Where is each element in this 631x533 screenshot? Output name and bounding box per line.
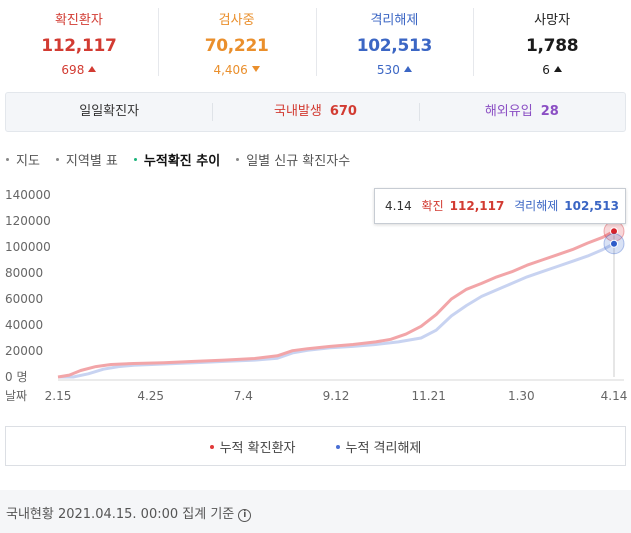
tooltip-confirmed-label: 확진 (421, 199, 444, 213)
chart-legend: 누적 확진환자 누적 격리해제 (5, 426, 626, 466)
bullet-icon (133, 158, 137, 161)
chart-markers[interactable] (603, 220, 625, 377)
y-tick-label: 0 명 (5, 370, 28, 384)
y-tick-label: 20000 (5, 344, 43, 358)
x-axis-label: 날짜 (5, 389, 27, 403)
legend-label: 누적 확진환자 (219, 440, 296, 456)
bullet-icon (6, 158, 9, 161)
y-tick-label: 100000 (5, 240, 51, 254)
view-tabs: 지도 지역별 표 누적확진 추이 일별 신규 확진자수 (6, 150, 366, 169)
stat-value: 70,221 (204, 36, 269, 56)
domestic-value: 670 (329, 104, 357, 119)
legend-item-released[interactable]: 누적 격리해제 (335, 437, 422, 456)
arrow-down-icon (251, 66, 260, 72)
delta-value: 530 (376, 63, 400, 77)
stat-value: 1,788 (525, 36, 579, 56)
y-tick-label: 60000 (5, 292, 43, 306)
stat-confirmed: 확진환자 112,117 698 (0, 0, 158, 84)
x-tick-label: 4.25 (137, 389, 164, 403)
footer: 국내현황 2021.04.15. 00:00 집계 기준 i (0, 490, 631, 533)
tab-label: 일별 신규 확진자수 (246, 154, 351, 169)
stat-delta: 530 (316, 62, 474, 78)
legend-dot-icon (209, 444, 214, 449)
arrow-up-icon (403, 66, 412, 72)
chart-tooltip: 4.14 확진 112,117 격리해제 102,513 (374, 188, 626, 224)
stat-delta: 698 (0, 62, 158, 78)
y-tick-label: 120000 (5, 214, 51, 228)
tab-label: 지도 (16, 154, 40, 169)
stat-label: 확진환자 (54, 13, 103, 28)
arrow-up-icon (553, 66, 562, 72)
stat-label: 검사중 (218, 13, 255, 28)
footer-text: 국내현황 2021.04.15. 00:00 집계 기준 (6, 507, 235, 522)
overseas-value: 28 (540, 104, 559, 119)
y-tick-label: 40000 (5, 318, 43, 332)
stat-label: 사망자 (534, 13, 571, 28)
info-icon[interactable]: i (238, 509, 252, 522)
stat-delta: 6 (473, 62, 631, 78)
x-tick-label: 4.14 (601, 389, 628, 403)
data-point-marker[interactable] (610, 239, 618, 248)
stats-summary: 확진환자 112,117 698 검사중 70,221 4,406 격리해제 1… (0, 0, 631, 84)
x-axis: 2.15 4.25 7.4 9.12 11.21 1.30 4.14 (45, 389, 628, 403)
delta-value: 6 (542, 63, 550, 77)
tooltip-released-label: 격리해제 (514, 199, 559, 213)
bullet-icon (55, 158, 59, 161)
daily-domestic: 국내발생 670 (212, 92, 418, 132)
tab-map[interactable]: 지도 (6, 150, 40, 169)
domestic-label: 국내발생 (274, 104, 322, 119)
x-tick-label: 2.15 (45, 389, 72, 403)
arrow-up-icon (88, 66, 97, 72)
tooltip-confirmed-value: 112,117 (449, 199, 505, 213)
daily-title: 일일확진자 (79, 104, 140, 119)
stat-testing: 검사중 70,221 4,406 (157, 0, 316, 84)
tab-region-table[interactable]: 지역별 표 (55, 150, 118, 169)
delta-value: 4,406 (213, 63, 248, 77)
tab-cumulative-trend[interactable]: 누적확진 추이 (133, 150, 221, 169)
stat-value: 102,513 (356, 36, 433, 56)
legend-item-confirmed[interactable]: 누적 확진환자 (209, 437, 296, 456)
y-tick-label: 80000 (5, 266, 43, 280)
tooltip-date: 4.14 (385, 199, 412, 213)
legend-label: 누적 격리해제 (345, 440, 422, 456)
data-point-marker[interactable] (610, 227, 618, 236)
overseas-label: 해외유입 (484, 104, 533, 119)
stat-released: 격리해제 102,513 530 (315, 0, 474, 84)
tab-label: 지역별 표 (65, 154, 118, 169)
series-line (57, 229, 615, 379)
tooltip-released-value: 102,513 (564, 199, 619, 213)
cumulative-chart[interactable]: 140000 120000 100000 80000 60000 40000 20000 0 … (0, 183, 631, 413)
tab-daily-new[interactable]: 일별 신규 확진자수 (236, 150, 350, 169)
chart-series (57, 229, 615, 379)
series-line (58, 242, 615, 379)
tab-label: 누적확진 추이 (143, 154, 221, 169)
x-tick-label: 11.21 (412, 389, 446, 403)
daily-overseas: 해외유입 28 (418, 92, 625, 132)
delta-value: 698 (61, 63, 85, 77)
x-tick-label: 9.12 (323, 389, 350, 403)
stat-value: 112,117 (41, 36, 117, 56)
stat-deaths: 사망자 1,788 6 (473, 0, 631, 84)
y-tick-label: 140000 (5, 188, 51, 202)
daily-confirmed-bar: 일일확진자 국내발생 670 해외유입 28 (5, 92, 626, 132)
stat-delta: 4,406 (158, 62, 316, 78)
bullet-icon (236, 158, 240, 161)
legend-dot-icon (335, 444, 340, 449)
stat-label: 격리해제 (370, 13, 419, 28)
y-axis: 140000 120000 100000 80000 60000 40000 20000 0 … (5, 188, 51, 384)
x-tick-label: 1.30 (508, 389, 535, 403)
x-tick-label: 7.4 (234, 389, 253, 403)
